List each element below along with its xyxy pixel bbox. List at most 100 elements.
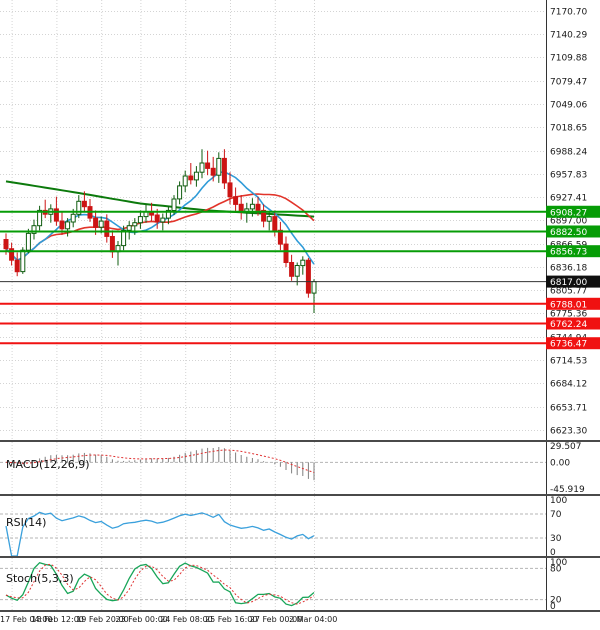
- price-tick-label: 6653.71: [550, 404, 587, 414]
- resistance-label-box: [546, 245, 600, 258]
- candle-body: [255, 203, 261, 211]
- candle-body: [93, 217, 99, 228]
- rsi-chart[interactable]: 100 70 30 0: [0, 496, 600, 556]
- candle-body: [182, 175, 188, 187]
- candle-body: [283, 243, 289, 264]
- candle-body: [300, 259, 306, 267]
- candle-body: [165, 209, 171, 219]
- candle-body: [3, 239, 9, 250]
- candle-body: [31, 225, 37, 234]
- price-tick-label: 7079.47: [550, 78, 587, 88]
- candle-body: [70, 213, 76, 223]
- candle-body: [160, 217, 166, 223]
- price-tick-label: 6957.83: [550, 171, 587, 181]
- price-tick-label: 6805.77: [550, 287, 587, 297]
- price-tick-label: 7018.65: [550, 124, 587, 134]
- support-label-box: [546, 317, 600, 330]
- support-label-box: [546, 337, 600, 350]
- price-tick-label: 6623.30: [550, 427, 587, 437]
- resistance-label-box: [546, 225, 600, 238]
- grid-layer: [0, 0, 546, 440]
- price-tick-label: 7140.29: [550, 31, 587, 41]
- candle-body: [277, 229, 283, 245]
- current-price-label: 6817.00: [550, 278, 587, 288]
- time-tick-label: 23 Feb 00:00: [115, 615, 168, 624]
- time-tick-label: 2 Mar 04:00: [289, 615, 338, 624]
- candle-body: [14, 259, 20, 273]
- stoch-panel[interactable]: 100 80 20 0 Stoch(5,3,3): [0, 558, 600, 610]
- candle-body: [132, 222, 138, 227]
- candle-body: [261, 209, 267, 222]
- candle-body: [109, 236, 115, 253]
- candle-body: [305, 259, 311, 294]
- macd-tick-label: 0.00: [550, 458, 570, 468]
- price-tick-label: 7109.88: [550, 54, 587, 64]
- candle-body: [154, 214, 160, 223]
- price-tick-label: 6836.18: [550, 264, 587, 274]
- stoch-tick-label: 100: [550, 558, 567, 568]
- candle-body: [171, 198, 177, 211]
- candle-body: [199, 162, 205, 173]
- support-label-box: [546, 297, 600, 310]
- current-price-label-box: [546, 275, 600, 288]
- macd-tick-label: -45.919: [550, 485, 585, 494]
- panel-separator: [0, 610, 600, 612]
- time-tick-label: 18 Feb 12:00: [31, 615, 84, 624]
- price-tick-label: 6988.24: [550, 148, 587, 158]
- macd-panel[interactable]: 29.507 0.00 -45.919 MACD(12,26,9): [0, 442, 600, 494]
- time-tick-label: 24 Feb 08:00: [160, 615, 213, 624]
- time-axis: 17 Feb 04:00 18 Feb 12:00 19 Feb 20:00 23 F…: [0, 612, 600, 630]
- stoch-tick-label: 80: [550, 564, 562, 574]
- panel-separator: [0, 494, 600, 496]
- candle-body: [272, 216, 278, 231]
- price-chart-panel[interactable]: 7170.70 7140.29 7109.88 7079.47 7049.06 7018.…: [0, 0, 600, 440]
- candle-body: [53, 208, 59, 222]
- candle-body: [221, 157, 227, 184]
- price-tick-label: 6684.12: [550, 380, 587, 390]
- rsi-indicator-label: RSI(14): [6, 516, 47, 529]
- candle-body: [311, 281, 317, 294]
- candle-body: [81, 200, 87, 208]
- time-tick-label: 17 Feb 04:00: [0, 615, 53, 624]
- candle-body: [20, 249, 26, 273]
- rsi-line: [5, 511, 315, 556]
- support-label: 6788.01: [550, 300, 587, 310]
- resistance-label: 6908.27: [550, 208, 587, 218]
- candle-body: [59, 220, 65, 230]
- candle-body: [216, 157, 222, 176]
- stoch-tick-label: 0: [550, 602, 556, 610]
- candle-body: [25, 232, 31, 251]
- macd-chart[interactable]: 29.507 0.00 -45.919: [0, 442, 600, 494]
- time-tick-label: 25 Feb 16:00: [205, 615, 258, 624]
- rsi-tick-label: 70: [550, 510, 562, 520]
- rsi-tick-label: 100: [550, 496, 567, 506]
- price-tick-label: 7049.06: [550, 101, 587, 111]
- time-tick-label: 19 Feb 20:00: [76, 615, 129, 624]
- rsi-panel[interactable]: 100 70 30 0 RSI(14): [0, 496, 600, 556]
- stoch-d-line: [5, 563, 315, 605]
- support-label: 6762.24: [550, 320, 587, 330]
- panel-separator: [0, 556, 600, 558]
- price-tick-label: 6714.53: [550, 357, 587, 367]
- candle-body: [98, 220, 104, 228]
- price-tick-label: 6775.36: [550, 310, 587, 320]
- candle-body: [121, 229, 127, 247]
- rsi-tick-label: 30: [550, 534, 562, 544]
- support-label: 6736.47: [550, 340, 587, 350]
- macd-tick-label: 29.507: [550, 442, 582, 452]
- time-tick-label: 27 Feb 00:00: [249, 615, 303, 624]
- rsi-tick-label: 0: [550, 548, 556, 556]
- pivot-levels-layer: 6908.27 6882.50 6856.73 6788.01 6762.24 6736.…: [0, 205, 600, 350]
- resistance-label: 6856.73: [550, 248, 587, 258]
- candle-body: [104, 220, 110, 237]
- candle-body: [210, 167, 216, 176]
- candle-body: [177, 185, 183, 200]
- candle-body: [289, 262, 295, 277]
- candlestick-chart[interactable]: 7170.70 7140.29 7109.88 7079.47 7049.06 7018.…: [0, 0, 600, 440]
- candle-body: [65, 221, 71, 230]
- stoch-indicator-label: Stoch(5,3,3): [6, 572, 74, 585]
- candle-body: [9, 248, 15, 261]
- candle-body: [205, 162, 211, 169]
- candle-body: [193, 171, 199, 181]
